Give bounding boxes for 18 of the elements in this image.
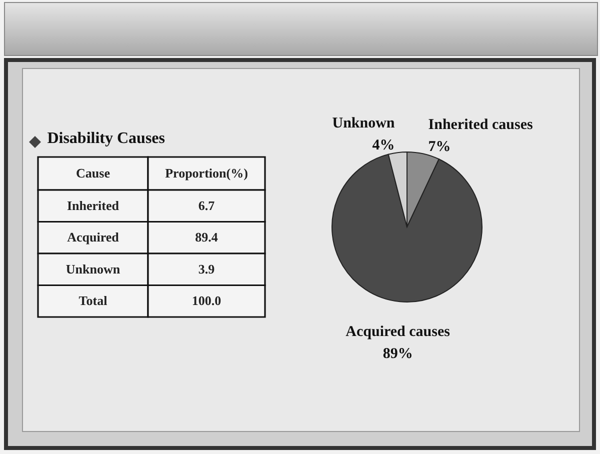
text: Cause <box>76 166 110 180</box>
slice-label: Unknown <box>332 115 396 132</box>
data-label: 89% <box>382 346 413 362</box>
category-label: Acquired <box>67 230 120 245</box>
text: 100.0 <box>192 293 222 308</box>
category-label: Unknown <box>66 261 121 276</box>
text: 3.9 <box>198 261 215 276</box>
text: 89.4 <box>195 230 218 245</box>
category-label: Inherited <box>67 198 120 213</box>
category-label: Total <box>78 293 108 308</box>
pie-slice <box>332 154 482 302</box>
data-label: 7% <box>428 138 451 155</box>
text: Disability Causes <box>47 130 165 148</box>
slice-label: Acquired causes <box>346 324 450 340</box>
slice-label: Inherited causes <box>428 116 534 133</box>
text: 6.7 <box>198 198 215 213</box>
text: Proportion(%) <box>165 166 248 180</box>
data-label: 4% <box>372 137 395 154</box>
